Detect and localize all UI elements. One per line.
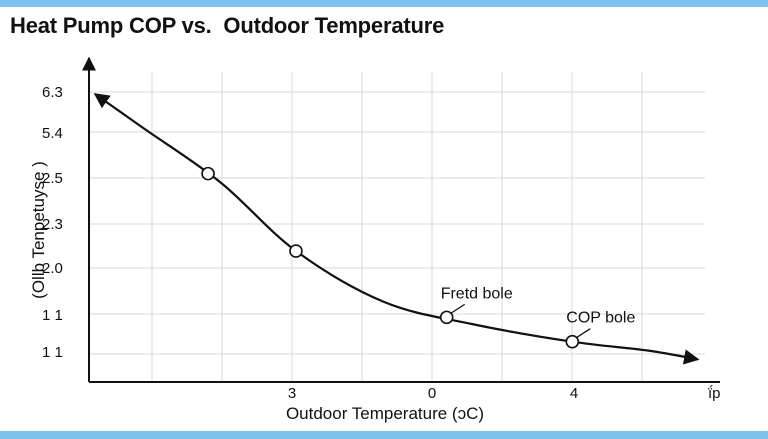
annotation-leader-3: [575, 328, 591, 339]
x-axis-label: Outdoor Temperature (ɔC): [286, 404, 484, 423]
y-tick-label-2: 2.5: [42, 170, 63, 187]
annotations: Fretd bole COP bole: [441, 285, 635, 339]
marker-point-3: [565, 334, 580, 349]
series-line-0: [93, 93, 700, 365]
y-tick-label-3: 2.3: [42, 216, 63, 233]
marker-point-0: [201, 166, 215, 181]
top-banner: [0, 0, 768, 7]
y-tick-label-0: 6.3: [42, 84, 63, 101]
y-tick-label-4: 2.0: [42, 260, 63, 277]
marker-point-2: [439, 310, 454, 325]
axes: [82, 56, 720, 383]
page-title: Heat Pump COP vs. Outdoor Temperature: [10, 13, 445, 38]
x-tick-label-0: 3: [288, 385, 296, 402]
y-tick-label-1: 5.4: [42, 125, 63, 142]
x-tick-label-2: 4: [570, 385, 578, 402]
annotation-leader-2: [450, 303, 466, 314]
y-tick-label-6: 1 1: [42, 344, 63, 361]
grid-lines: [90, 72, 705, 382]
marker-point-1: [289, 244, 303, 258]
markers: [201, 166, 580, 349]
tick-labels: 6.3 5.4 2.5 2.3 2.0 1 1 1 1 3 0 4: [42, 84, 578, 402]
y-tick-label-5: 1 1: [42, 307, 63, 324]
annotation-label-2: Fretd bole: [441, 285, 513, 302]
bottom-banner: [0, 431, 768, 439]
annotation-label-3: COP bole: [566, 310, 635, 327]
series: [93, 93, 700, 365]
x-axis-end-label: ḯp: [708, 385, 721, 402]
y-axis-label: (Ollb Tenpetuyse ): [29, 161, 48, 299]
x-tick-label-1: 0: [428, 385, 436, 402]
